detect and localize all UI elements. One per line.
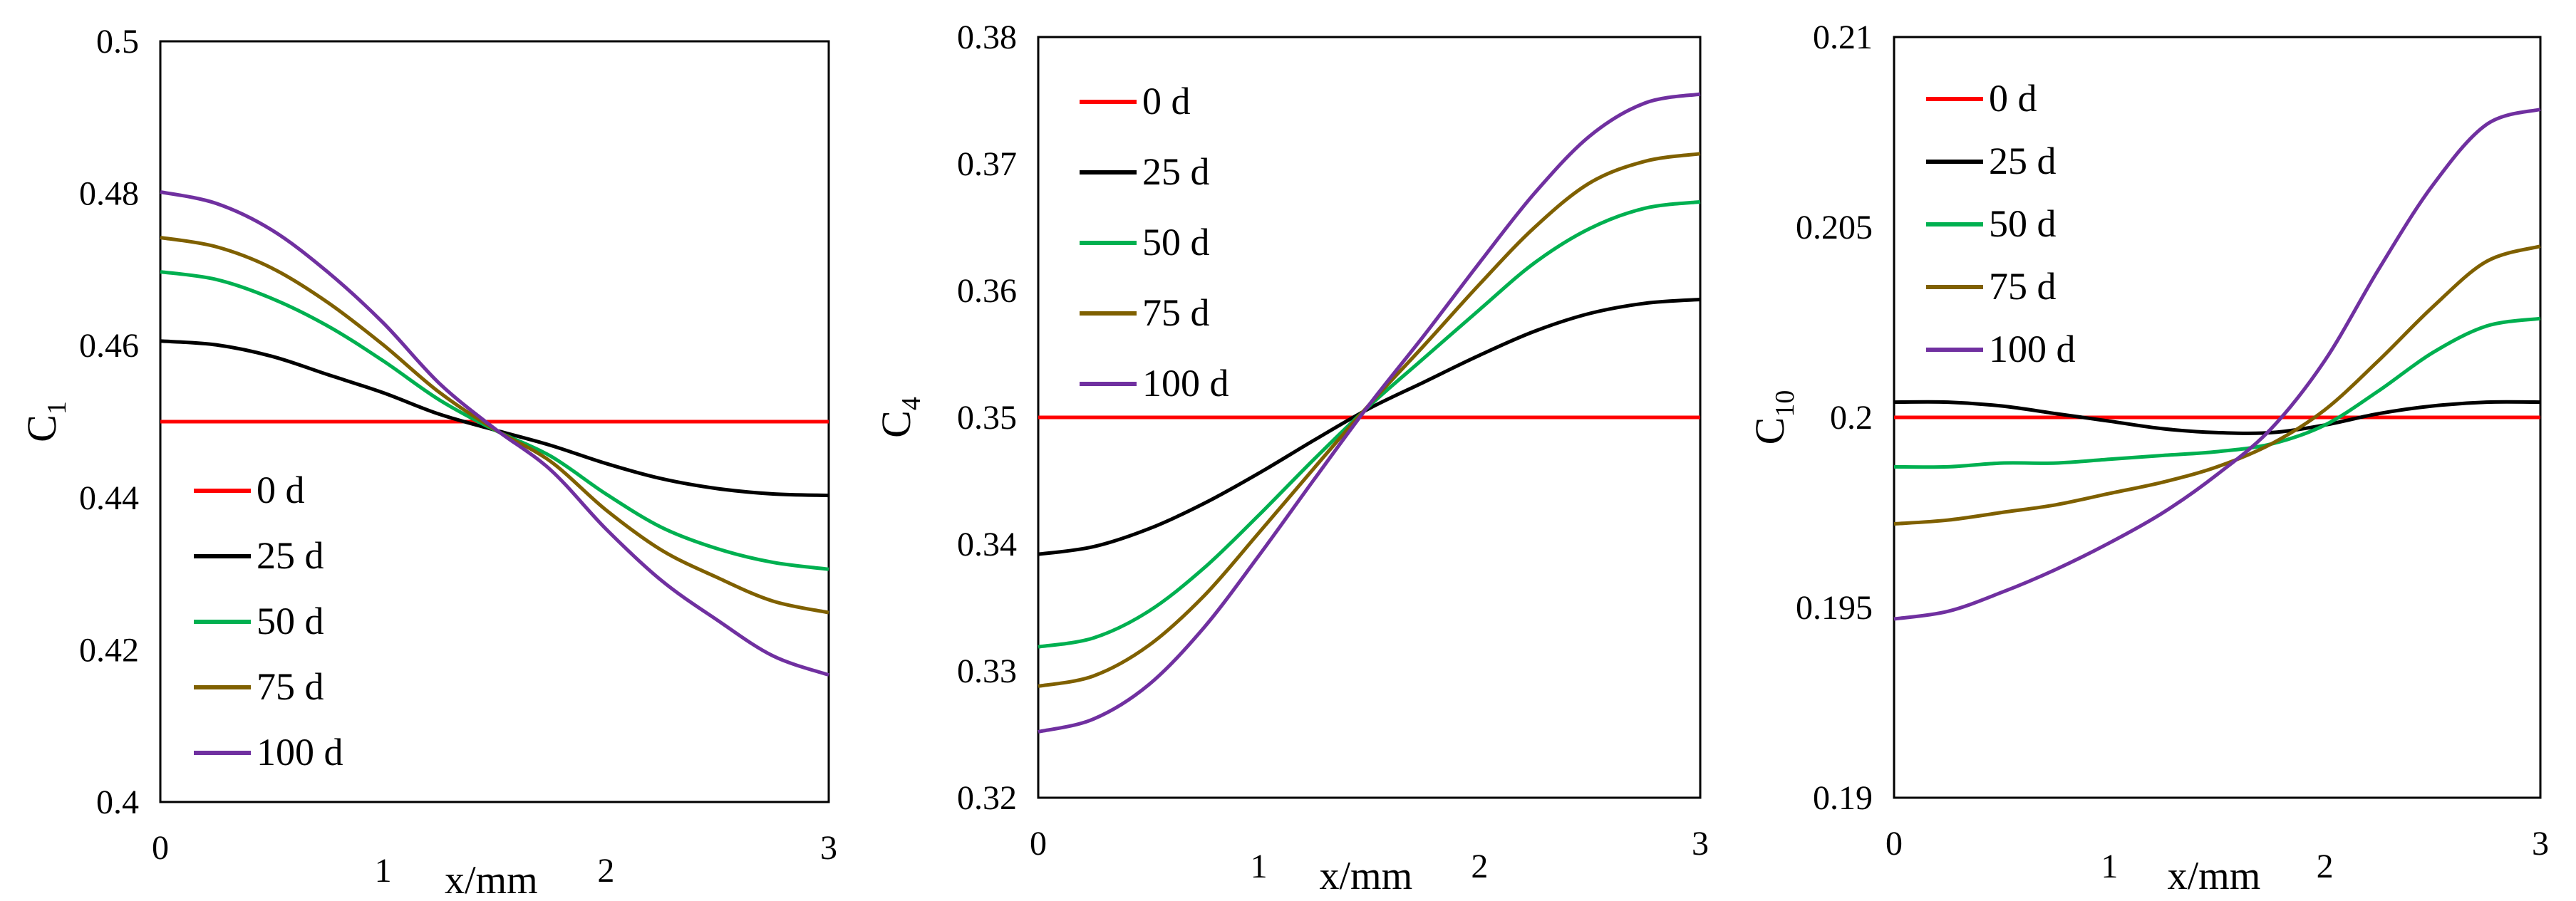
y-tick-label: 0.35 <box>957 399 1017 437</box>
series-line-50d <box>1893 316 2541 469</box>
y-tick-label: 0.4 <box>96 783 139 821</box>
legend-label: 100 d <box>257 731 343 774</box>
y-axis-label: C4 <box>873 397 926 438</box>
x-axis-label: x/mm <box>445 858 538 901</box>
y-tick-label: 0.5 <box>96 23 139 61</box>
y-tick-label: 0.48 <box>79 175 139 213</box>
series-line-100d <box>160 190 829 677</box>
y-tick-label: 0.46 <box>79 327 139 365</box>
y-axis-label-subscript: 10 <box>1770 390 1800 417</box>
x-axis-label: x/mm <box>1320 854 1413 898</box>
legend: 0 d 25 d 50 d 75 d 100 d <box>1080 80 1229 405</box>
legend-label: 100 d <box>1989 328 2076 370</box>
x-axis-label: x/mm <box>2168 854 2261 898</box>
y-axis-label-main: C <box>1747 417 1793 445</box>
legend-label: 75 d <box>257 665 324 708</box>
series-line-100d <box>1893 108 2541 621</box>
series-line-25d <box>1893 400 2541 435</box>
x-tick-label: 1 <box>375 852 392 890</box>
y-tick-label: 0.37 <box>957 145 1017 183</box>
x-tick-label: 0 <box>1030 825 1047 863</box>
x-tick-label: 0 <box>152 829 169 867</box>
legend-label: 50 d <box>1142 221 1210 264</box>
legend-label: 0 d <box>1989 77 2037 120</box>
x-tick-label: 2 <box>597 852 614 890</box>
y-tick-label: 0.205 <box>1796 209 1873 246</box>
y-tick-label: 0.44 <box>79 479 139 517</box>
legend-label: 75 d <box>1142 291 1210 334</box>
y-axis-label-main: C <box>19 415 65 442</box>
chart-2: 0.32 0.33 0.34 0.35 0.36 0.37 0.38 0 1 2 3 x/mm C4 0 … <box>873 19 1709 898</box>
x-tick-label: 1 <box>2101 848 2118 885</box>
y-axis-label-main: C <box>873 410 919 438</box>
legend-label: 25 d <box>257 534 324 577</box>
legend: 0 d 25 d 50 d 75 d 100 d <box>1926 77 2076 370</box>
y-tick-label: 0.33 <box>957 652 1017 690</box>
x-tick-label: 2 <box>2317 848 2334 885</box>
x-tick-label: 1 <box>1251 848 1268 885</box>
series-line-100d <box>1038 92 1701 734</box>
legend-label: 25 d <box>1989 140 2057 182</box>
y-axis-label: C10 <box>1747 390 1800 445</box>
y-axis-label-subscript: 1 <box>42 401 72 415</box>
y-tick-label: 0.19 <box>1813 779 1873 817</box>
legend-label: 75 d <box>1989 265 2057 308</box>
x-tick-label: 2 <box>1471 848 1488 885</box>
series-line-75d <box>1038 152 1701 688</box>
series-line-25d <box>1038 298 1701 556</box>
y-tick-label: 0.36 <box>957 272 1017 310</box>
legend-label: 50 d <box>1989 202 2057 245</box>
y-tick-label: 0.34 <box>957 526 1017 563</box>
y-tick-label: 0.21 <box>1813 19 1873 56</box>
y-axis-label: C1 <box>19 401 72 442</box>
legend: 0 d 25 d 50 d 75 d 100 d <box>194 469 343 774</box>
legend-label: 50 d <box>257 600 324 642</box>
y-tick-label: 0.2 <box>1830 399 1873 437</box>
y-tick-label: 0.42 <box>79 631 139 669</box>
legend-label: 100 d <box>1142 362 1229 405</box>
y-tick-label: 0.38 <box>957 19 1017 56</box>
y-tick-label: 0.32 <box>957 779 1017 817</box>
x-tick-label: 0 <box>1886 825 1903 863</box>
x-tick-label: 3 <box>2532 825 2549 863</box>
series-line-50d <box>1038 199 1701 649</box>
y-tick-label: 0.195 <box>1796 589 1873 627</box>
legend-label: 25 d <box>1142 150 1210 193</box>
x-tick-label: 3 <box>820 829 837 867</box>
legend-label: 0 d <box>257 469 305 511</box>
x-tick-label: 3 <box>1692 825 1709 863</box>
y-axis-label-subscript: 4 <box>896 397 926 410</box>
legend-label: 0 d <box>1142 80 1191 123</box>
